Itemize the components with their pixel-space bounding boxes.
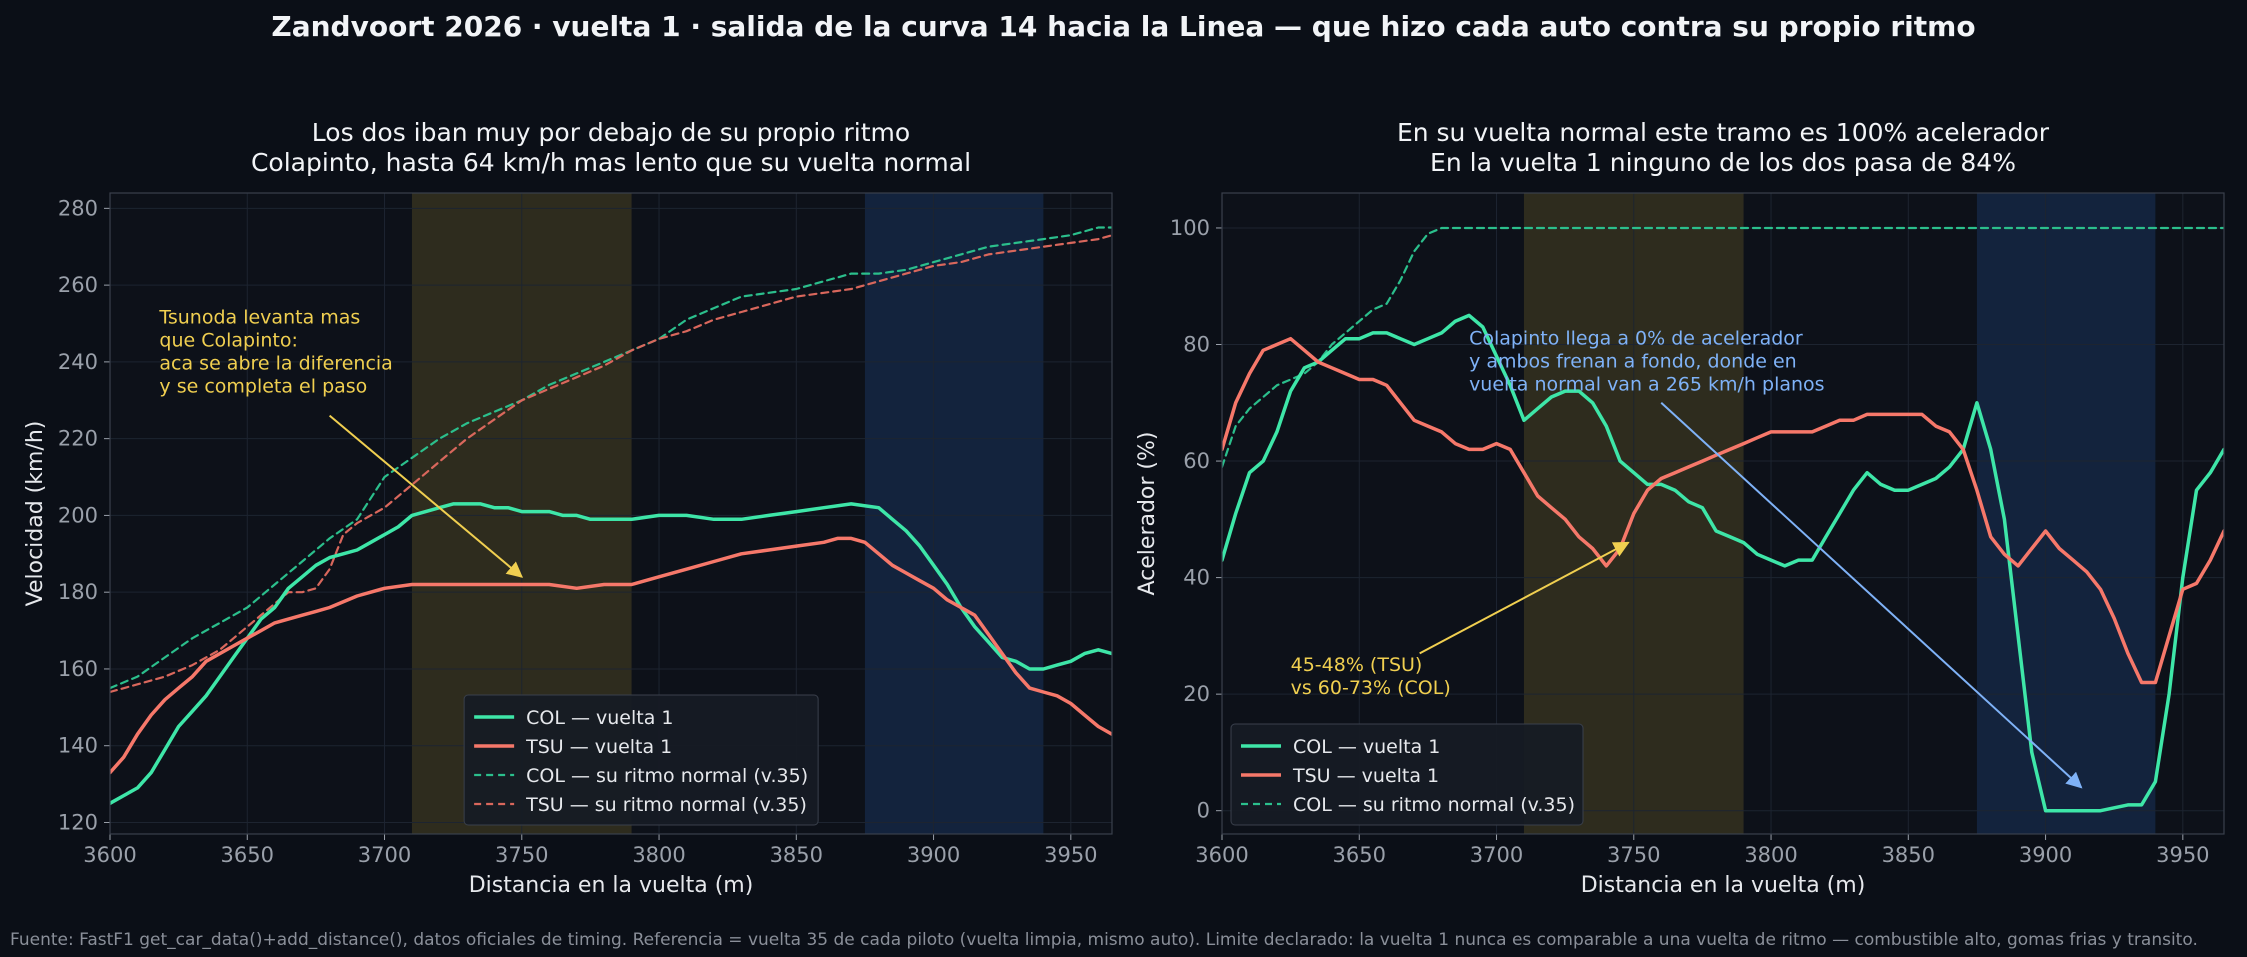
yellow-zone-band bbox=[1523, 193, 1744, 834]
series-line-ref-col_ref bbox=[1222, 226, 2224, 468]
legend-box bbox=[1230, 723, 1584, 826]
x-tick-label: 3650 bbox=[221, 843, 274, 867]
annotation-text-line: y ambos frenan a fondo, donde en bbox=[1469, 351, 1797, 373]
y-tick-label: 180 bbox=[58, 580, 98, 604]
y-tick-label: 20 bbox=[1183, 682, 1210, 706]
legend-entry-label: TSU — su ritmo normal (v.35) bbox=[525, 794, 807, 816]
y-tick-label: 100 bbox=[1170, 216, 1210, 240]
blue-zone-band bbox=[864, 193, 1044, 834]
y-tick-label: 260 bbox=[58, 273, 98, 297]
subplot-title-line: En su vuelta normal este tramo es 100% a… bbox=[1397, 118, 2050, 147]
x-tick-label: 3750 bbox=[1607, 843, 1660, 867]
x-axis-label: Distancia en la vuelta (m) bbox=[1581, 873, 1866, 898]
series-line-lap1-tsu bbox=[110, 536, 1112, 775]
annotation-text-line: 45-48% (TSU) bbox=[1291, 654, 1423, 676]
y-tick-label: 120 bbox=[58, 810, 98, 834]
subplot-title-line: En la vuelta 1 ninguno de los dos pasa d… bbox=[1430, 148, 2016, 177]
series-line-ref-tsu_ref bbox=[110, 234, 1112, 694]
legend-entry-label: COL — vuelta 1 bbox=[1293, 736, 1440, 758]
y-tick-label: 240 bbox=[58, 350, 98, 374]
annotation-text-line: vuelta normal van a 265 km/h planos bbox=[1469, 374, 1825, 396]
y-tick-label: 40 bbox=[1183, 566, 1210, 590]
y-tick-label: 80 bbox=[1183, 333, 1210, 357]
annotation-text-line: y se completa el paso bbox=[159, 376, 367, 398]
series-line-lap1-col bbox=[1222, 313, 2224, 813]
y-tick-label: 0 bbox=[1197, 799, 1210, 823]
annotation-text-line: Colapinto llega a 0% de acelerador bbox=[1469, 328, 1803, 350]
series-group bbox=[1222, 226, 2224, 813]
y-axis-label: Velocidad (km/h) bbox=[23, 421, 48, 607]
annotation-arrow bbox=[1419, 541, 1630, 655]
plot-area bbox=[110, 193, 1112, 834]
x-tick-label: 3950 bbox=[2156, 843, 2209, 867]
yellow-zone-band bbox=[411, 193, 632, 834]
x-tick-label: 3750 bbox=[495, 843, 548, 867]
x-tick-label: 3800 bbox=[632, 843, 685, 867]
annotation-arrow bbox=[328, 414, 524, 578]
plot-area bbox=[1222, 193, 2224, 834]
y-axis-label: Acelerador (%) bbox=[1135, 431, 1160, 595]
y-tick-label: 60 bbox=[1183, 449, 1210, 473]
legend-entry-label: COL — su ritmo normal (v.35) bbox=[526, 765, 808, 787]
y-tick-label: 160 bbox=[58, 657, 98, 681]
x-tick-label: 3850 bbox=[1882, 843, 1935, 867]
series-line-lap1-tsu bbox=[1222, 336, 2224, 685]
series-group bbox=[110, 226, 1112, 806]
source-footnote: Fuente: FastF1 get_car_data()+add_distan… bbox=[10, 930, 2198, 950]
x-tick-label: 3950 bbox=[1044, 843, 1097, 867]
blue-zone-band bbox=[1976, 193, 2156, 834]
annotation-text-line: vs 60-73% (COL) bbox=[1291, 677, 1451, 699]
series-line-lap1-col bbox=[110, 502, 1112, 806]
x-tick-label: 3600 bbox=[83, 843, 136, 867]
series-line-ref-col_ref bbox=[110, 226, 1112, 690]
annotation-text-line: aca se abre la diferencia bbox=[159, 353, 392, 375]
x-axis-label: Distancia en la vuelta (m) bbox=[469, 873, 754, 898]
y-tick-label: 140 bbox=[58, 734, 98, 758]
subplot-title-line: Los dos iban muy por debajo de su propio… bbox=[312, 118, 910, 147]
plot-frame bbox=[1221, 192, 2225, 835]
legend-entry-label: COL — su ritmo normal (v.35) bbox=[1293, 794, 1575, 816]
x-tick-label: 3900 bbox=[2019, 843, 2072, 867]
y-tick-label: 280 bbox=[58, 196, 98, 220]
annotation-arrow bbox=[1660, 402, 2083, 789]
y-tick-label: 200 bbox=[58, 503, 98, 527]
figure-title: Zandvoort 2026 · vuelta 1 · salida de la… bbox=[271, 10, 1976, 43]
legend-box bbox=[463, 694, 819, 826]
x-tick-label: 3900 bbox=[907, 843, 960, 867]
subplot-title-line: Colapinto, hasta 64 km/h mas lento que s… bbox=[251, 148, 971, 177]
x-tick-label: 3600 bbox=[1195, 843, 1248, 867]
annotation-text-line: Tsunoda levanta mas bbox=[158, 307, 360, 329]
x-tick-label: 3700 bbox=[358, 843, 411, 867]
x-tick-label: 3650 bbox=[1333, 843, 1386, 867]
x-tick-label: 3850 bbox=[770, 843, 823, 867]
legend-entry-label: TSU — vuelta 1 bbox=[525, 736, 672, 758]
x-tick-label: 3800 bbox=[1744, 843, 1797, 867]
x-tick-label: 3700 bbox=[1470, 843, 1523, 867]
legend-entry-label: COL — vuelta 1 bbox=[526, 707, 673, 729]
plot-frame bbox=[109, 192, 1113, 835]
annotation-text-line: que Colapinto: bbox=[159, 330, 298, 352]
y-tick-label: 220 bbox=[58, 427, 98, 451]
legend-entry-label: TSU — vuelta 1 bbox=[1292, 765, 1439, 787]
